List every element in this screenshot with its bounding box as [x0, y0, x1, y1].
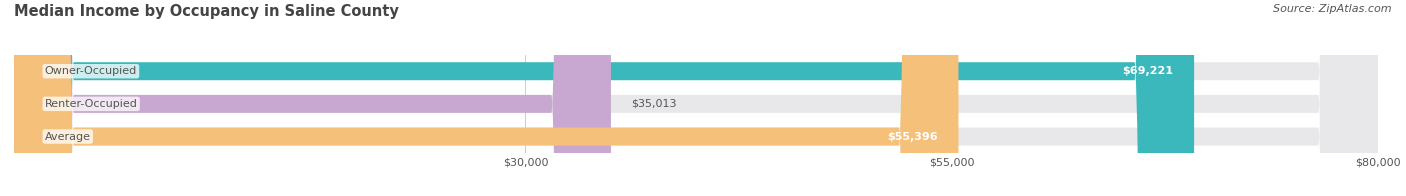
FancyBboxPatch shape — [14, 0, 1378, 196]
Text: Owner-Occupied: Owner-Occupied — [45, 66, 136, 76]
Text: $35,013: $35,013 — [631, 99, 676, 109]
Text: Median Income by Occupancy in Saline County: Median Income by Occupancy in Saline Cou… — [14, 4, 399, 19]
Text: $55,396: $55,396 — [887, 132, 938, 142]
Text: $69,221: $69,221 — [1122, 66, 1174, 76]
FancyBboxPatch shape — [14, 0, 612, 196]
FancyBboxPatch shape — [14, 0, 959, 196]
FancyBboxPatch shape — [14, 0, 1194, 196]
Text: Average: Average — [45, 132, 91, 142]
FancyBboxPatch shape — [14, 0, 1378, 196]
FancyBboxPatch shape — [14, 0, 1378, 196]
Text: Renter-Occupied: Renter-Occupied — [45, 99, 138, 109]
Text: Source: ZipAtlas.com: Source: ZipAtlas.com — [1274, 4, 1392, 14]
